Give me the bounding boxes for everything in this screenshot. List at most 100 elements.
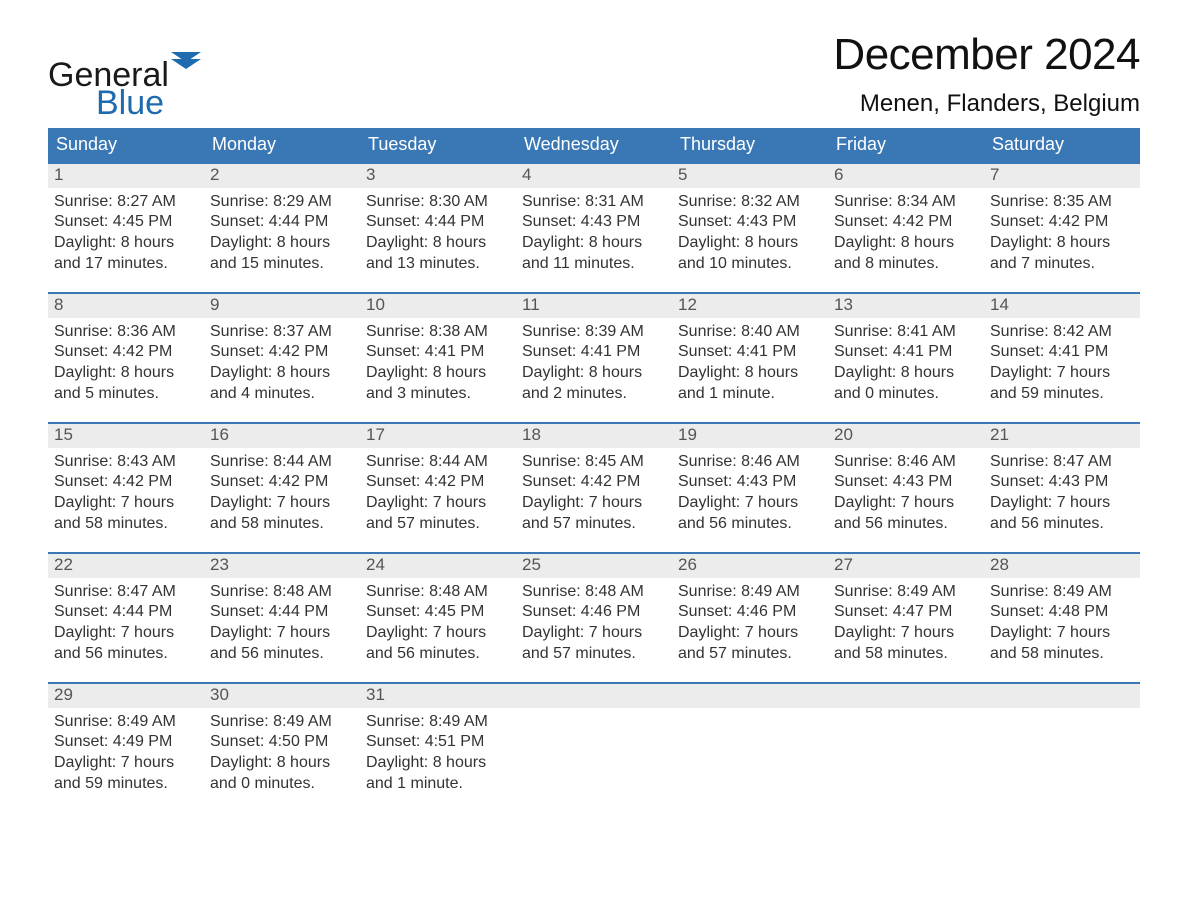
day-d1: Daylight: 7 hours bbox=[678, 623, 822, 644]
day-sunrise: Sunrise: 8:37 AM bbox=[210, 322, 354, 343]
week-row: 15Sunrise: 8:43 AMSunset: 4:42 PMDayligh… bbox=[48, 422, 1140, 552]
day-sunrise: Sunrise: 8:30 AM bbox=[366, 192, 510, 213]
day-details: Sunrise: 8:45 AMSunset: 4:42 PMDaylight:… bbox=[516, 448, 672, 539]
day-number: 7 bbox=[984, 164, 1140, 188]
day-number: 3 bbox=[360, 164, 516, 188]
day-d1: Daylight: 7 hours bbox=[834, 623, 978, 644]
day-cell: 16Sunrise: 8:44 AMSunset: 4:42 PMDayligh… bbox=[204, 424, 360, 552]
day-cell: 10Sunrise: 8:38 AMSunset: 4:41 PMDayligh… bbox=[360, 294, 516, 422]
dow-saturday: Saturday bbox=[984, 128, 1140, 162]
day-d2: and 58 minutes. bbox=[54, 514, 198, 535]
day-d1: Daylight: 8 hours bbox=[522, 233, 666, 254]
day-details: Sunrise: 8:47 AMSunset: 4:43 PMDaylight:… bbox=[984, 448, 1140, 539]
day-sunset: Sunset: 4:42 PM bbox=[366, 472, 510, 493]
day-sunset: Sunset: 4:42 PM bbox=[210, 472, 354, 493]
day-sunset: Sunset: 4:41 PM bbox=[522, 342, 666, 363]
day-d1: Daylight: 8 hours bbox=[678, 363, 822, 384]
day-d1: Daylight: 8 hours bbox=[54, 363, 198, 384]
day-d1: Daylight: 8 hours bbox=[366, 363, 510, 384]
day-d2: and 7 minutes. bbox=[990, 254, 1134, 275]
flag-icon bbox=[171, 52, 201, 72]
day-sunrise: Sunrise: 8:49 AM bbox=[210, 712, 354, 733]
day-details bbox=[672, 708, 828, 716]
day-d2: and 58 minutes. bbox=[834, 644, 978, 665]
day-number: 25 bbox=[516, 554, 672, 578]
day-number: 24 bbox=[360, 554, 516, 578]
title-block: December 2024 Menen, Flanders, Belgium bbox=[833, 30, 1140, 118]
day-sunrise: Sunrise: 8:35 AM bbox=[990, 192, 1134, 213]
day-d2: and 57 minutes. bbox=[522, 514, 666, 535]
day-details: Sunrise: 8:49 AMSunset: 4:49 PMDaylight:… bbox=[48, 708, 204, 799]
day-number: 12 bbox=[672, 294, 828, 318]
day-d1: Daylight: 7 hours bbox=[54, 493, 198, 514]
day-d2: and 17 minutes. bbox=[54, 254, 198, 275]
day-details: Sunrise: 8:49 AMSunset: 4:47 PMDaylight:… bbox=[828, 578, 984, 669]
day-cell: 12Sunrise: 8:40 AMSunset: 4:41 PMDayligh… bbox=[672, 294, 828, 422]
day-sunrise: Sunrise: 8:47 AM bbox=[54, 582, 198, 603]
day-cell: 28Sunrise: 8:49 AMSunset: 4:48 PMDayligh… bbox=[984, 554, 1140, 682]
day-d2: and 57 minutes. bbox=[366, 514, 510, 535]
day-d2: and 56 minutes. bbox=[210, 644, 354, 665]
day-d2: and 0 minutes. bbox=[834, 384, 978, 405]
day-d2: and 57 minutes. bbox=[678, 644, 822, 665]
day-sunrise: Sunrise: 8:31 AM bbox=[522, 192, 666, 213]
day-sunrise: Sunrise: 8:49 AM bbox=[990, 582, 1134, 603]
logo-word-2: Blue bbox=[96, 86, 201, 120]
dow-monday: Monday bbox=[204, 128, 360, 162]
week-row: 22Sunrise: 8:47 AMSunset: 4:44 PMDayligh… bbox=[48, 552, 1140, 682]
day-d1: Daylight: 7 hours bbox=[522, 493, 666, 514]
day-cell: 2Sunrise: 8:29 AMSunset: 4:44 PMDaylight… bbox=[204, 164, 360, 292]
day-details bbox=[984, 708, 1140, 716]
day-sunset: Sunset: 4:44 PM bbox=[210, 602, 354, 623]
day-details: Sunrise: 8:38 AMSunset: 4:41 PMDaylight:… bbox=[360, 318, 516, 409]
day-d2: and 8 minutes. bbox=[834, 254, 978, 275]
day-sunset: Sunset: 4:48 PM bbox=[990, 602, 1134, 623]
day-sunrise: Sunrise: 8:36 AM bbox=[54, 322, 198, 343]
calendar-grid: Sunday Monday Tuesday Wednesday Thursday… bbox=[48, 128, 1140, 812]
day-cell: 31Sunrise: 8:49 AMSunset: 4:51 PMDayligh… bbox=[360, 684, 516, 812]
day-details: Sunrise: 8:32 AMSunset: 4:43 PMDaylight:… bbox=[672, 188, 828, 279]
day-details: Sunrise: 8:42 AMSunset: 4:41 PMDaylight:… bbox=[984, 318, 1140, 409]
day-cell: 21Sunrise: 8:47 AMSunset: 4:43 PMDayligh… bbox=[984, 424, 1140, 552]
day-d2: and 59 minutes. bbox=[990, 384, 1134, 405]
day-number: 9 bbox=[204, 294, 360, 318]
day-d2: and 5 minutes. bbox=[54, 384, 198, 405]
day-sunrise: Sunrise: 8:32 AM bbox=[678, 192, 822, 213]
day-details: Sunrise: 8:48 AMSunset: 4:45 PMDaylight:… bbox=[360, 578, 516, 669]
day-d1: Daylight: 7 hours bbox=[522, 623, 666, 644]
day-d2: and 57 minutes. bbox=[522, 644, 666, 665]
day-sunset: Sunset: 4:43 PM bbox=[990, 472, 1134, 493]
day-d1: Daylight: 7 hours bbox=[366, 623, 510, 644]
day-number bbox=[672, 684, 828, 708]
day-d1: Daylight: 8 hours bbox=[54, 233, 198, 254]
day-details: Sunrise: 8:48 AMSunset: 4:46 PMDaylight:… bbox=[516, 578, 672, 669]
day-cell: 25Sunrise: 8:48 AMSunset: 4:46 PMDayligh… bbox=[516, 554, 672, 682]
day-d2: and 1 minute. bbox=[366, 774, 510, 795]
day-d2: and 56 minutes. bbox=[678, 514, 822, 535]
day-number: 29 bbox=[48, 684, 204, 708]
dow-tuesday: Tuesday bbox=[360, 128, 516, 162]
day-cell: 24Sunrise: 8:48 AMSunset: 4:45 PMDayligh… bbox=[360, 554, 516, 682]
day-sunrise: Sunrise: 8:48 AM bbox=[210, 582, 354, 603]
day-sunset: Sunset: 4:42 PM bbox=[54, 342, 198, 363]
day-cell bbox=[984, 684, 1140, 812]
day-cell: 17Sunrise: 8:44 AMSunset: 4:42 PMDayligh… bbox=[360, 424, 516, 552]
day-sunrise: Sunrise: 8:47 AM bbox=[990, 452, 1134, 473]
day-d2: and 58 minutes. bbox=[210, 514, 354, 535]
day-details: Sunrise: 8:48 AMSunset: 4:44 PMDaylight:… bbox=[204, 578, 360, 669]
day-d1: Daylight: 7 hours bbox=[54, 753, 198, 774]
day-sunset: Sunset: 4:45 PM bbox=[54, 212, 198, 233]
day-details: Sunrise: 8:41 AMSunset: 4:41 PMDaylight:… bbox=[828, 318, 984, 409]
day-details: Sunrise: 8:43 AMSunset: 4:42 PMDaylight:… bbox=[48, 448, 204, 539]
day-sunrise: Sunrise: 8:29 AM bbox=[210, 192, 354, 213]
day-cell: 29Sunrise: 8:49 AMSunset: 4:49 PMDayligh… bbox=[48, 684, 204, 812]
day-number: 30 bbox=[204, 684, 360, 708]
day-number: 2 bbox=[204, 164, 360, 188]
day-sunrise: Sunrise: 8:27 AM bbox=[54, 192, 198, 213]
day-d1: Daylight: 8 hours bbox=[678, 233, 822, 254]
day-d2: and 58 minutes. bbox=[990, 644, 1134, 665]
day-cell bbox=[672, 684, 828, 812]
day-d2: and 56 minutes. bbox=[990, 514, 1134, 535]
day-cell: 22Sunrise: 8:47 AMSunset: 4:44 PMDayligh… bbox=[48, 554, 204, 682]
day-d1: Daylight: 7 hours bbox=[990, 623, 1134, 644]
